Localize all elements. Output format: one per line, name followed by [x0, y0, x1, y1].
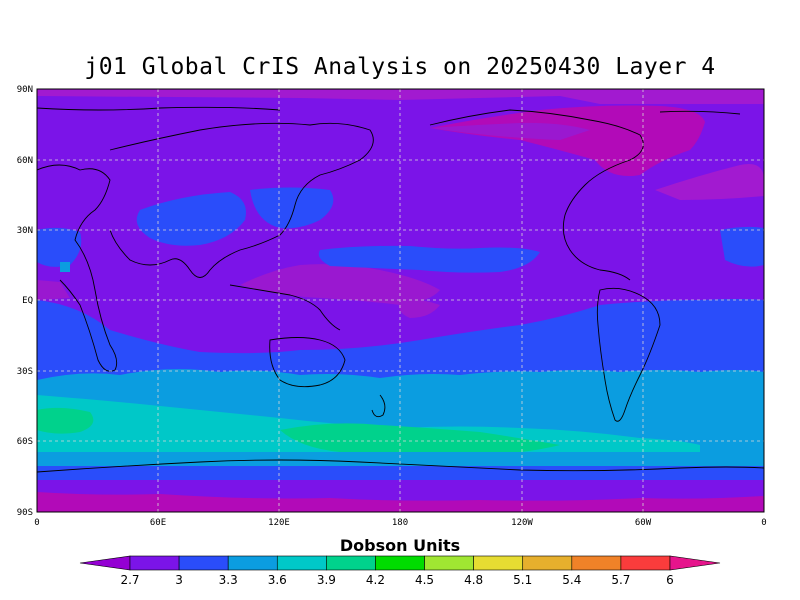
map-title: j01 Global CrIS Analysis on 20250430 Lay…	[84, 54, 716, 80]
coast-africa	[37, 164, 118, 372]
lat-axis: 90N 60N 30N EQ 30S 60S 90S	[17, 85, 33, 518]
field-africa-spot	[60, 262, 70, 272]
field-antarctic-blue	[37, 466, 764, 480]
field-atlantic-patch	[655, 164, 764, 200]
field-north-edge	[37, 89, 764, 104]
colorbar-tick-label: 5.7	[611, 573, 630, 587]
lon-label: 60W	[635, 518, 652, 528]
coast-arctic	[37, 106, 741, 115]
lat-label: 90N	[17, 85, 33, 95]
colorbar-box	[571, 555, 622, 571]
colorbar-tick-label: 2.7	[120, 573, 139, 587]
colorbar-tick-label: 5.4	[562, 573, 581, 587]
colorbar-tick-label: 6	[666, 573, 674, 587]
coast-indonesia	[229, 284, 341, 331]
lat-label: 90S	[17, 508, 33, 518]
lon-label: 120E	[268, 518, 290, 528]
lat-label: 60N	[17, 156, 33, 166]
field-arctic-edge	[430, 122, 590, 140]
lon-label: 120W	[511, 518, 533, 528]
colorbar-title: Dobson Units	[339, 536, 461, 555]
field-subtropic-blue	[318, 245, 540, 273]
colorbar-tick-label: 3.6	[268, 573, 287, 587]
colorbar-box	[178, 555, 229, 571]
coast-antarctica	[37, 459, 764, 473]
colorbar-box	[424, 555, 474, 571]
coast-australia	[269, 337, 346, 388]
colorbar-box	[375, 555, 425, 571]
colorbar-tick-label: 5.1	[513, 573, 532, 587]
lat-label: 30N	[17, 226, 33, 236]
colorbar-tick-label: 3.3	[219, 573, 238, 587]
lon-label: 0	[34, 518, 39, 528]
coast-nz	[371, 394, 386, 418]
colorbar-box	[473, 555, 524, 571]
field-indian-green	[37, 407, 94, 434]
colorbar-box	[620, 555, 671, 571]
field-south-green	[280, 423, 560, 456]
coast-north-america	[429, 109, 644, 281]
colorbar-box	[129, 555, 180, 571]
lon-label: 60E	[150, 518, 166, 528]
colorbar-box	[522, 555, 573, 571]
map-grid	[37, 89, 764, 512]
colorbar-box	[227, 555, 278, 571]
colorbar-box	[326, 555, 376, 571]
colorbar: 2.7 3 3.3 3.6 3.9 4.2 4.5 4.8 5.1 5.4 5.7 6	[79, 555, 721, 587]
map-frame	[36, 88, 765, 513]
map-plot-area	[37, 89, 764, 512]
field-south-teal	[37, 395, 700, 452]
field-pacific-blue	[250, 187, 334, 229]
field-tropical-patch	[398, 299, 440, 318]
field-west-patch	[37, 280, 70, 300]
field-south-pole	[37, 492, 764, 512]
lat-label: 60S	[17, 437, 33, 447]
colorbar-tick-label: 3.9	[317, 573, 336, 587]
colorbar-box	[276, 555, 327, 571]
field-eatlantic-blue	[720, 226, 764, 267]
lon-label: 0	[761, 518, 766, 528]
colorbar-arrow-max	[669, 555, 721, 571]
lat-label: EQ	[22, 296, 33, 306]
colorbar-arrow-min	[79, 555, 131, 571]
lon-axis: 0 60E 120E 180 120W 60W 0	[34, 518, 766, 528]
colorbar-tick-label: 4.8	[464, 573, 483, 587]
field-africa-blue	[37, 227, 82, 267]
colorbar-tick-label: 4.2	[366, 573, 385, 587]
coast-eurasia	[109, 122, 374, 278]
field-asia-blue	[136, 192, 246, 246]
colorbar-tick-label: 3	[175, 573, 183, 587]
lon-label: 180	[392, 518, 408, 528]
coast-south-america	[596, 287, 661, 422]
field-south-cyan-lower	[37, 452, 764, 470]
field-arctic-high	[430, 105, 705, 176]
colorbar-tick-label: 4.5	[415, 573, 434, 587]
lat-label: 30S	[17, 367, 33, 377]
coastlines	[37, 106, 764, 473]
